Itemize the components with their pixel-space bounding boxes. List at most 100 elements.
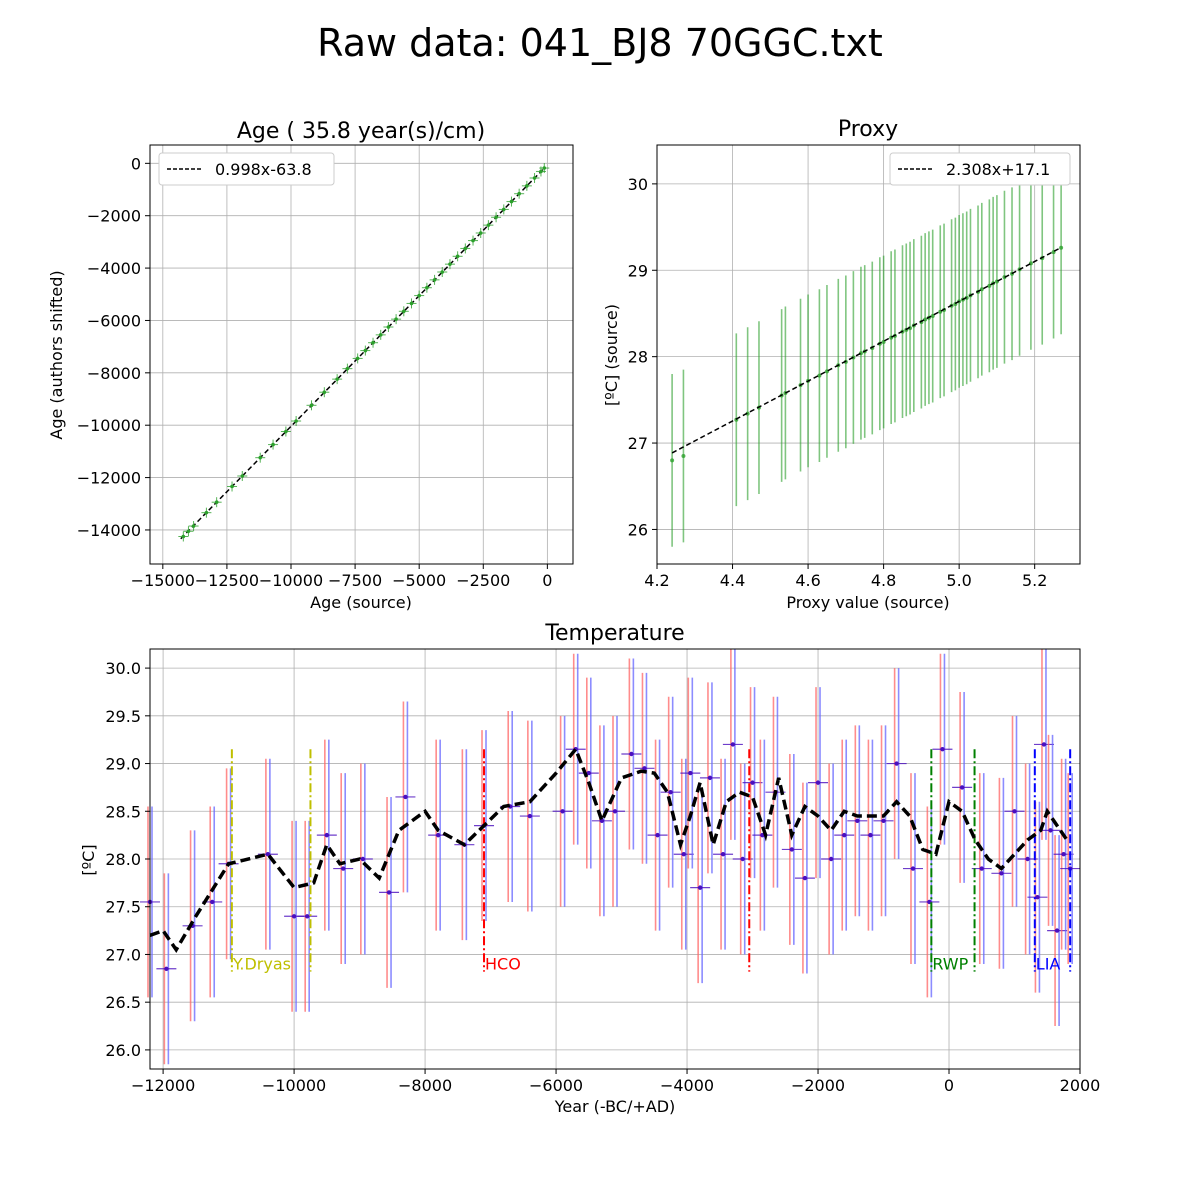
age-point [509,199,514,204]
proxy-fit-segment [671,246,1062,454]
proxy-fit-line [671,246,1062,454]
temperature-point [612,809,618,814]
temp-ytick-label: 26.5 [105,993,141,1012]
age-point [542,166,547,170]
temperature-ticks: −12000 −10000 −8000 −6000 −4000 −2000 0 2000 26.… [105,659,1100,1095]
temperature-point [304,914,310,919]
age-point [378,333,383,337]
temp-xtick-label: −8000 [398,1076,452,1095]
age-point [494,215,498,220]
age-point [240,474,245,478]
age-point [355,356,360,361]
temperature-point [707,775,713,781]
age-xtick-label: −7500 [328,571,382,590]
temperature-point [940,747,945,752]
age-point [478,231,483,235]
temp-xtick-label: −4000 [660,1076,714,1095]
age-ytick-label: −2000 [87,207,141,226]
temperature-point [435,832,441,838]
temperature-point [750,780,755,785]
age-ytick-label: −8000 [87,364,141,383]
age-xtick-label: −15000 [131,571,195,590]
proxy-ylabel: [ºC] (source) [602,304,621,406]
temp-ytick-label: 28.0 [105,850,141,869]
temperature-point [979,866,984,871]
temperature-point [842,832,847,838]
temperature-point [1041,742,1047,747]
temperature-point [802,875,808,881]
temperature-point [386,890,392,895]
temperature-point [341,866,346,871]
proxy-point [930,314,935,319]
temperature-point [265,852,271,857]
temperature-point [629,751,634,757]
age-ytick-label: −12000 [77,469,141,488]
temperature-point [855,818,860,824]
proxy-xtick-label: 4.6 [795,571,820,590]
age-point [417,293,421,298]
age-point [448,262,452,266]
age-point [258,455,263,460]
temp-ytick-label: 27.0 [105,945,141,964]
age-fit-line [180,167,546,540]
temperature-point [164,966,169,971]
age-fit-segment [180,167,546,540]
age-point [471,238,475,243]
temperature-point [210,899,215,905]
age-ticks: −15000 −12500 −10000 −7500 −5000 −2500 0−14000… [77,154,553,590]
temperature-point [815,780,821,785]
age-point [517,191,521,196]
proxy-title: Proxy [838,117,898,142]
temperature-periods: Y.Dryas HCO RWP LIA [230,749,1072,974]
age-point [271,442,275,447]
age-point [486,223,491,227]
age-point [294,419,298,423]
age-point [539,169,543,174]
proxy-xlabel: Proxy value (source) [786,593,949,612]
age-ytick-label: −14000 [77,521,141,540]
proxy-grid [656,145,1080,564]
age-panel: Age ( 35.8 year(s)/cm) −15000 −12500 −1000… [47,119,574,612]
period-label: Y.Dryas [232,955,291,974]
figure-title: Raw data: 041_BJ8 70GGC.txt [317,21,883,65]
temperature-point [868,832,873,838]
age-point [214,500,219,504]
proxy-ytick-label: 28 [628,348,648,367]
age-point [501,207,506,212]
age-legend-label: 0.998x-63.8 [215,160,312,179]
age-point [345,366,350,371]
age-point [284,429,288,434]
period-label: RWP [932,955,968,974]
age-point [532,176,537,180]
age-point [463,246,468,251]
age-point [191,524,196,528]
proxy-axes-frame [656,144,1081,565]
proxy-point [681,454,686,459]
temperature-xlabel: Year (-BC/+AD) [554,1097,676,1116]
temperature-point [828,856,834,862]
temperature-point [894,761,899,766]
age-point [181,534,186,539]
temperature-point [999,871,1004,876]
temp-ytick-label: 30.0 [105,659,141,678]
temp-xtick-label: 0 [944,1076,954,1095]
age-point [455,254,460,259]
age-point [432,278,437,282]
temperature-point [642,766,647,771]
temperature-point [688,770,693,776]
temperature-point [599,818,605,824]
temp-xtick-label: −10000 [262,1076,326,1095]
age-point [386,325,391,329]
temperature-point [668,789,673,795]
temperature-panel: Temperature Y.Dryas HCO RWP LIA −12000 −1000… [79,621,1100,1116]
temperature-point [1025,856,1030,862]
temperature-point [697,885,703,890]
period-label: LIA [1036,955,1061,974]
age-xlabel: Age (source) [310,593,412,612]
temperature-point [881,818,886,824]
temp-xtick-label: −2000 [791,1076,845,1095]
temp-ytick-label: 29.5 [105,707,141,726]
proxy-xtick-label: 4.8 [871,571,896,590]
age-ylabel: Age (authors shifted) [47,270,66,439]
